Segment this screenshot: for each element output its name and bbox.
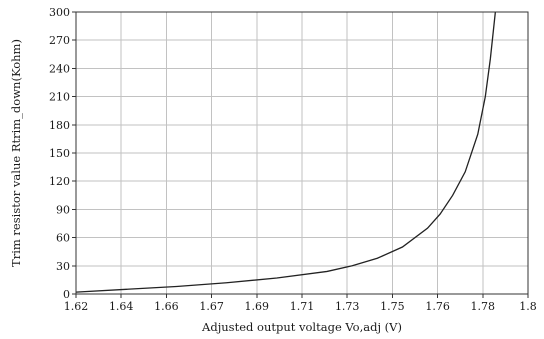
y-tick-label: 120 [49,175,70,188]
x-tick-label: 1.64 [109,300,134,313]
y-tick-label: 90 [56,203,70,216]
x-tick-label: 1.66 [154,300,179,313]
y-tick-labels: 0 30 60 90 120 150 180 210 240 270 300 [49,6,70,301]
y-tick-label: 210 [49,91,70,104]
plot-area-border [75,11,529,295]
x-tick-label: 1.71 [290,300,315,313]
y-tick-label: 300 [49,6,70,19]
y-tick-label: 60 [56,232,70,245]
tick-marks [72,11,529,298]
y-tick-label: 180 [49,119,70,132]
x-tick-label: 1.76 [425,300,450,313]
x-axis-title: Adjusted output voltage Vo,adj (V) [201,320,402,334]
series-line [75,11,497,293]
y-tick-label: 270 [49,34,70,47]
x-tick-label: 1.67 [199,300,224,313]
x-tick-label: 1.62 [64,300,89,313]
y-tick-label: 150 [49,147,70,160]
grid-lines [76,12,528,294]
x-tick-labels: 1.62 1.64 1.66 1.67 1.69 1.71 1.73 1.75 1.76 1.78… [64,300,537,313]
x-tick-label: 1.75 [380,300,405,313]
y-tick-label: 240 [49,62,70,75]
x-tick-label: 1.73 [335,300,360,313]
x-tick-label: 1.78 [471,300,496,313]
y-tick-label: 30 [56,260,70,273]
x-tick-label: 1.8 [519,300,537,313]
y-axis-title: Trim resistor value Rtrim_down(Kohm) [9,39,23,267]
y-tick-label: 0 [63,288,70,301]
x-tick-label: 1.69 [245,300,270,313]
